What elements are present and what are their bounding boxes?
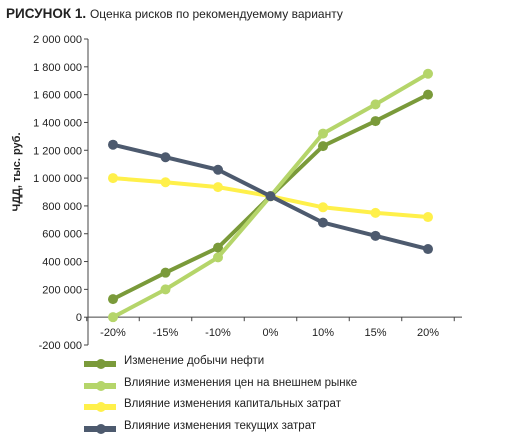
series-4-point [423,244,433,255]
series-2-point [160,284,171,295]
chart-title-prefix: РИСУНОК 1. [6,6,87,21]
x-tick-label: -20% [100,327,126,339]
series-2-point [213,252,223,263]
y-tick-label: 400 000 [42,257,82,269]
x-tick-label: -15% [153,327,179,339]
y-tick-label: 1 000 000 [33,173,82,185]
series-4-point [108,139,118,150]
series-1-point [160,267,171,278]
series-2-point [318,128,328,139]
x-tick-label: 15% [364,327,386,339]
legend-label: Влияние изменения текущих затрат [124,419,317,432]
legend-label: Влияние изменения цен на внешнем рынке [124,376,358,389]
y-tick-label: 200 000 [42,284,82,296]
legend-swatch [84,402,116,412]
legend-label: Влияние изменения капитальных затрат [124,398,341,410]
y-tick-label: 1 600 000 [33,90,82,102]
series-1-point [370,116,381,127]
chart-title: РИСУНОК 1. Оценка рисков по рекомендуемо… [6,6,343,21]
series-4-point [318,217,328,228]
series-3-point [108,173,118,184]
series-1-point [423,89,433,100]
series-4-point [370,230,381,241]
y-tick-label: 0 [76,312,82,324]
y-tick-label: 1 800 000 [33,62,82,74]
series-1-point [213,242,223,253]
series-2-point [423,68,433,79]
series-3-point [160,177,171,188]
series-3-point [423,212,433,223]
chart-title-text: Оценка рисков по рекомендуемому варианту [89,7,343,21]
y-tick-label: 600 000 [42,229,82,241]
y-tick-label: 2 000 000 [33,34,82,46]
line-chart: 2 000 000 1 800 000 1 600 000 1 400 000 1 20… [11,34,462,352]
y-tick-label: 800 000 [42,201,82,213]
series-4-point [213,164,223,175]
legend-swatch [84,423,116,434]
series-1-point [108,294,118,305]
series-2-point [370,99,381,110]
series-2-point [108,312,118,323]
series-3-point [213,182,223,193]
x-tick-label: 10% [312,327,334,339]
legend-swatch [84,380,116,391]
y-tick-label: -200 000 [39,340,82,352]
y-tick-label: 1 200 000 [33,145,82,157]
series-1-point [318,141,328,152]
y-tick-label: 1 400 000 [33,117,82,129]
y-axis-label: ЧДД, тыс. руб. [11,132,23,211]
x-tick-label: 0% [263,327,279,339]
legend-label: Изменение добычи нефти [124,355,265,367]
x-tick-label: -10% [205,327,231,339]
series-3-point [370,207,381,218]
x-tick-label: 20% [417,327,439,339]
series-4-point [265,191,276,202]
series-4-point [160,152,171,163]
legend-swatch [84,359,116,369]
series-3-point [318,202,328,213]
